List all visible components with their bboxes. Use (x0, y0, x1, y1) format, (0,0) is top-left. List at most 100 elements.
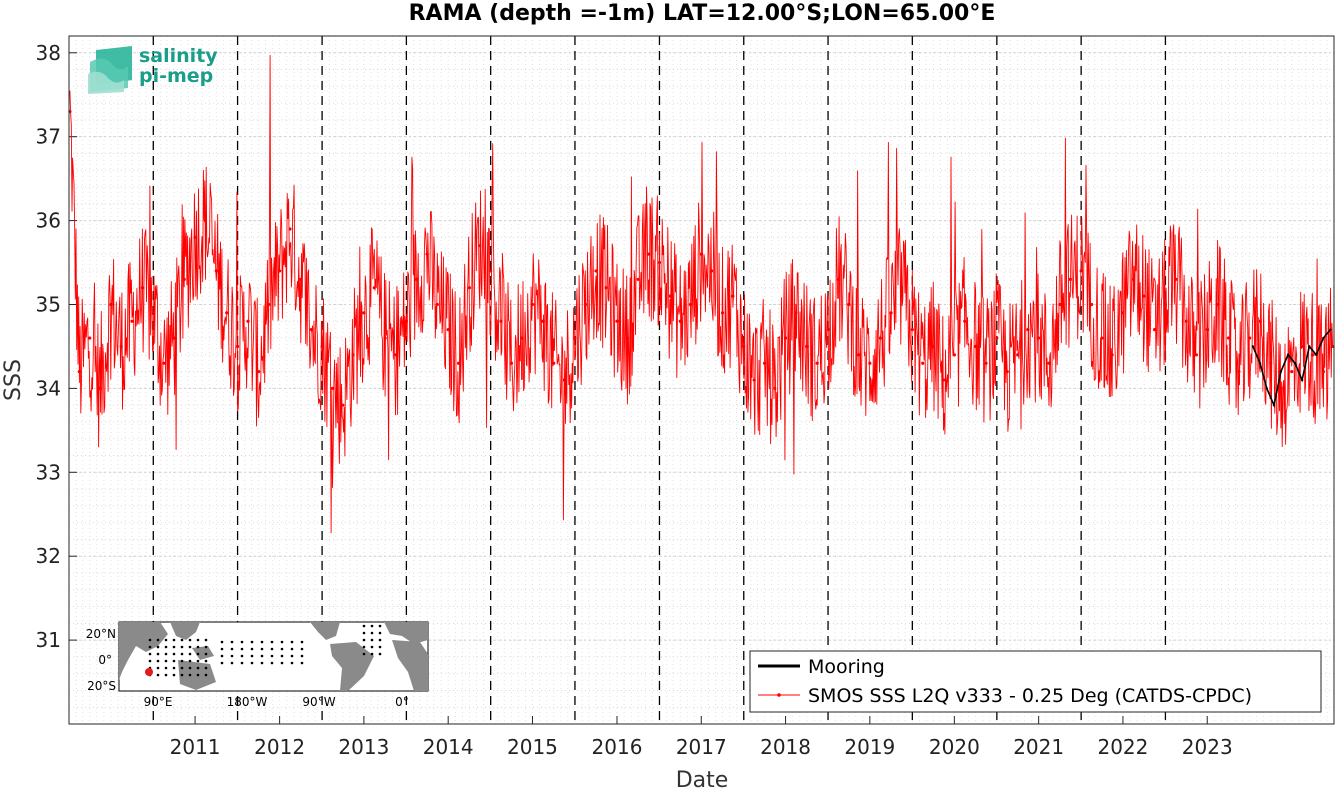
inset-mooring-dot (196, 638, 200, 642)
inset-mooring-dot (188, 645, 192, 649)
smos-point (710, 269, 714, 273)
smos-point (868, 361, 872, 365)
inset-map-frame (118, 621, 429, 692)
smos-point (309, 328, 313, 332)
smos-point (1194, 353, 1198, 357)
smos-point (1174, 277, 1178, 281)
smos-point (425, 252, 429, 256)
x-tick-label: 2017 (676, 735, 727, 759)
inset-mooring-dot (164, 659, 168, 663)
smos-point (383, 336, 387, 340)
x-tick-label: 2011 (170, 735, 221, 759)
smos-point (151, 311, 155, 315)
smos-point (1226, 336, 1231, 340)
inset-mooring-dot (362, 624, 366, 628)
smos-point (1184, 319, 1188, 323)
smos-point (214, 269, 218, 273)
inset-mooring-dot (370, 638, 374, 642)
inset-mooring-dot (250, 661, 254, 665)
smos-point (720, 311, 725, 315)
smos-point (235, 344, 240, 349)
smos-point (668, 294, 672, 298)
mooring-point (1329, 328, 1332, 331)
year-boundary-lines (152, 36, 1167, 724)
map-lat-label-20s: 20°S (87, 679, 116, 693)
inset-mooring-dot (370, 645, 374, 649)
y-tick-label: 33 (36, 460, 61, 484)
inset-mooring-dot (156, 673, 160, 677)
smos-point (267, 302, 271, 307)
smos-point (1237, 370, 1241, 374)
inset-mooring-dot (220, 661, 224, 665)
inset-mooring-dot (362, 631, 366, 635)
mooring-point (1315, 353, 1318, 357)
smos-point (699, 252, 703, 256)
legend-label-mooring: Mooring (808, 656, 885, 678)
smos-point (826, 328, 830, 332)
inset-mooring-dot (172, 666, 176, 670)
inset-map: 20°N 0° 20°S 90°E 180°W 90°W 0° (86, 621, 429, 709)
inset-mooring-dot (172, 659, 176, 663)
smos-point (805, 344, 809, 349)
legend-label-smos: SMOS SSS L2Q v333 - 0.25 Deg (CATDS-CPDC… (808, 685, 1252, 707)
smos-point (320, 344, 324, 349)
smos-point (1058, 302, 1062, 307)
smos-point (963, 319, 967, 323)
x-tick-label: 2020 (929, 735, 980, 759)
mooring-point (1258, 362, 1262, 365)
inset-mooring-dot (196, 652, 200, 656)
inset-mooring-dot (180, 673, 184, 677)
smos-point (952, 353, 956, 357)
series-layer (68, 55, 1335, 534)
x-tick-label: 2023 (1182, 735, 1233, 759)
smos-point (1279, 386, 1283, 390)
smos-point (762, 361, 767, 365)
smos-point (530, 302, 535, 307)
smos-point (594, 269, 598, 273)
inset-mooring-dot (180, 659, 184, 663)
smos-point (615, 319, 619, 323)
inset-mooring-dot (290, 640, 294, 644)
inset-mooring-dot (148, 645, 152, 649)
logo-line2: pi-mep (139, 65, 213, 87)
mooring-point (1265, 387, 1269, 390)
smos-point (604, 286, 608, 290)
smos-point (499, 319, 503, 323)
smos-point (1258, 319, 1262, 323)
y-tick-labels: 31 32 33 34 35 36 37 38 (36, 41, 61, 652)
inset-mooring-dot (196, 645, 200, 649)
inset-mooring-dot (290, 647, 294, 651)
inset-mooring-dot (378, 652, 382, 656)
inset-mooring-dot (362, 652, 366, 656)
inset-mooring-dot (370, 624, 374, 628)
inset-mooring-dot (290, 661, 294, 665)
map-lon-label-90w: 90°W (302, 695, 335, 709)
smos-point (435, 302, 439, 307)
smos-point (77, 370, 81, 374)
inset-mooring-dot (180, 652, 184, 656)
mooring-point (1293, 362, 1297, 365)
smos-point (552, 361, 556, 365)
smos-point (984, 361, 988, 365)
map-lon-label-180w: 180°W (227, 695, 268, 709)
inset-mooring-dot (220, 647, 224, 651)
wave-logo-icon (88, 46, 132, 94)
x-tick-labels: 2011 2012 2013 2014 2015 2016 2017 2018 2019 2020… (170, 716, 1233, 759)
inset-mooring-dot (220, 654, 224, 658)
inset-mooring-dot (180, 666, 184, 670)
smos-point (1131, 277, 1135, 281)
inset-mooring-dot (270, 654, 274, 658)
smos-point (636, 277, 640, 281)
inset-mooring-dot (196, 666, 200, 670)
y-tick-label: 38 (36, 41, 61, 65)
map-lon-label-90e: 90°E (144, 695, 173, 709)
inset-mooring-dot (180, 638, 184, 642)
inset-mooring-dot (204, 666, 208, 670)
smos-point (1110, 353, 1114, 357)
smos-point (415, 277, 419, 281)
salinity-pi-mep-logo: salinity pi-mep (88, 45, 218, 94)
smos-point (1163, 302, 1168, 307)
inset-mooring-dot (290, 654, 294, 658)
inset-mooring-dot (188, 638, 192, 642)
legend: Mooring SMOS SSS L2Q v333 - 0.25 Deg (CA… (749, 650, 1322, 713)
